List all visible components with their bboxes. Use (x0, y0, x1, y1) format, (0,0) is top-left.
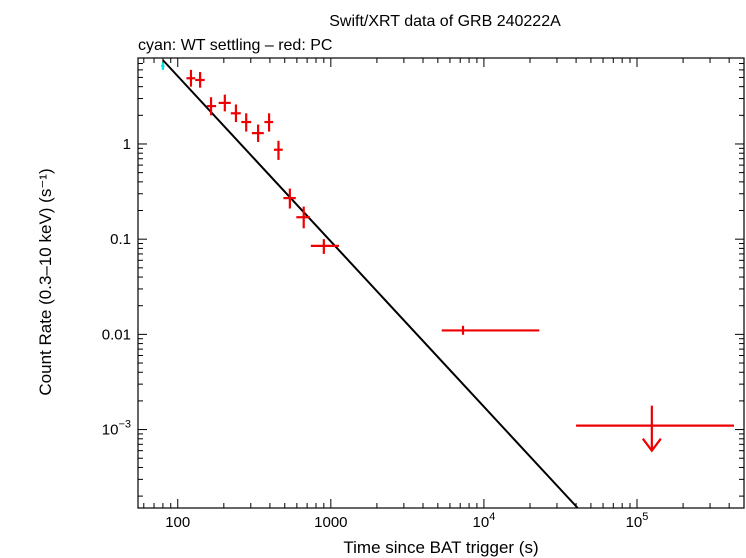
x-axis-label: Time since BAT trigger (s) (343, 538, 538, 557)
y-tick-label: 10−3 (102, 419, 131, 439)
y-tick-label-base: 10 (102, 422, 119, 439)
x-tick-label-base: 10 (626, 514, 643, 531)
y-axis-label: Count Rate (0.3–10 keV) (s⁻¹) (36, 168, 55, 395)
chart-title: Swift/XRT data of GRB 240222A (329, 13, 561, 30)
model-fit (162, 59, 579, 509)
data-point-pc (264, 113, 274, 132)
data-point-pc (218, 94, 231, 112)
y-tick-label-exponent: −3 (118, 419, 131, 431)
data-point-pc (251, 124, 264, 142)
upper-limit-point (576, 405, 734, 453)
data-point-pc (195, 72, 205, 88)
x-tick-label: 1000 (314, 514, 347, 531)
y-tick-label: 1 (123, 136, 131, 153)
data-points (161, 62, 734, 453)
y-tick-label: 0.01 (102, 326, 131, 343)
data-point-wt-settling (161, 62, 165, 70)
data-point-pc (283, 188, 296, 209)
data-point-pc (206, 97, 217, 116)
upper-limit-arrow-head (641, 438, 662, 453)
data-point-pc (441, 325, 540, 335)
data-point-pc (186, 69, 196, 87)
y-tick-label: 0.1 (110, 231, 131, 248)
data-point-pc (296, 206, 310, 229)
data-point-pc (310, 239, 339, 254)
x-tick-label-base: 10 (473, 514, 490, 531)
x-tick-label: 105 (626, 511, 649, 531)
data-point-pc (241, 113, 252, 132)
x-tick-label: 100 (165, 514, 190, 531)
plot-frame (137, 57, 745, 509)
chart-subtitle: cyan: WT settling – red: PC (138, 37, 332, 54)
data-point-pc (230, 104, 241, 123)
x-tick-label-exponent: 4 (489, 511, 495, 523)
data-point-pc (273, 140, 283, 160)
x-tick-label-exponent: 5 (642, 511, 648, 523)
x-tick-label: 104 (473, 511, 496, 531)
model-line (162, 59, 579, 509)
